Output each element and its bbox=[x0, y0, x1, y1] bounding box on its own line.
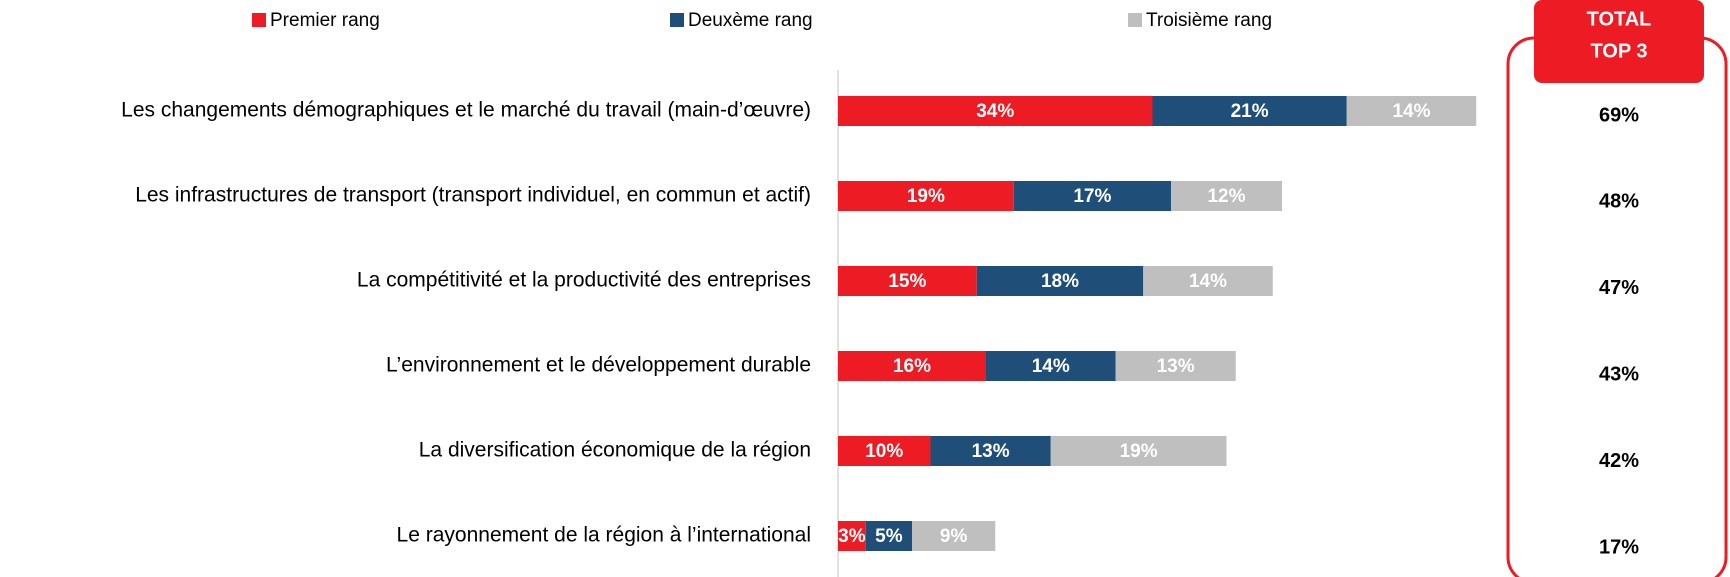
value-label: 16% bbox=[893, 356, 931, 377]
bar-segment bbox=[838, 436, 931, 466]
category-label: La diversification économique de la régi… bbox=[419, 439, 811, 462]
bar-segment bbox=[1115, 351, 1236, 381]
total-value: 43% bbox=[1599, 363, 1639, 385]
bar-segment bbox=[1050, 436, 1227, 466]
legend-swatch bbox=[1128, 13, 1142, 27]
value-label: 9% bbox=[940, 526, 968, 547]
total-title: TOTAL bbox=[1587, 8, 1652, 30]
value-label: 13% bbox=[1157, 356, 1195, 377]
legend-swatch bbox=[252, 13, 266, 27]
legend-swatch bbox=[670, 13, 684, 27]
bar-segment bbox=[838, 96, 1153, 126]
category-label: Les infrastructures de transport (transp… bbox=[135, 184, 811, 207]
value-label: 10% bbox=[865, 441, 903, 462]
bar-segment bbox=[838, 181, 1014, 211]
bar-segment bbox=[930, 436, 1051, 466]
category-label: Le rayonnement de la région à l’internat… bbox=[397, 524, 811, 547]
legend-label: Premier rang bbox=[270, 10, 380, 31]
value-label: 14% bbox=[1392, 101, 1430, 122]
total-title: TOP 3 bbox=[1590, 40, 1647, 62]
bar-segment bbox=[1013, 181, 1171, 211]
value-label: 17% bbox=[1073, 186, 1111, 207]
value-label: 5% bbox=[875, 526, 903, 547]
bar-segment bbox=[1152, 96, 1347, 126]
bar-segment bbox=[838, 351, 986, 381]
value-label: 14% bbox=[1189, 271, 1227, 292]
bar-segment bbox=[912, 521, 996, 551]
value-label: 21% bbox=[1231, 101, 1269, 122]
value-label: 34% bbox=[976, 101, 1014, 122]
value-label: 3% bbox=[838, 526, 866, 547]
total-value: 48% bbox=[1599, 191, 1639, 213]
category-label: La compétitivité et la productivité des … bbox=[357, 269, 811, 292]
total-value: 17% bbox=[1599, 536, 1639, 558]
value-label: 15% bbox=[888, 271, 926, 292]
total-header bbox=[1534, 0, 1704, 83]
legend-label: Deuxème rang bbox=[688, 10, 813, 31]
bar-segment bbox=[1143, 266, 1273, 296]
total-value: 47% bbox=[1599, 277, 1639, 299]
bar-segment bbox=[1171, 181, 1282, 211]
legend-label: Troisième rang bbox=[1146, 10, 1272, 31]
bar-segment bbox=[976, 266, 1144, 296]
bar-segment bbox=[986, 351, 1116, 381]
total-value: 42% bbox=[1599, 450, 1639, 472]
bar-segment bbox=[1346, 96, 1477, 126]
value-label: 14% bbox=[1032, 356, 1070, 377]
value-label: 19% bbox=[907, 186, 945, 207]
bar-segment bbox=[838, 521, 866, 551]
category-label: Les changements démographiques et le mar… bbox=[121, 99, 811, 122]
bar-segment bbox=[865, 521, 912, 551]
value-label: 12% bbox=[1207, 186, 1245, 207]
value-label: 19% bbox=[1120, 441, 1158, 462]
bar-segment bbox=[838, 266, 977, 296]
value-label: 13% bbox=[972, 441, 1010, 462]
total-value: 69% bbox=[1599, 104, 1639, 126]
category-label: L’environnement et le développement dura… bbox=[386, 354, 811, 377]
value-label: 18% bbox=[1041, 271, 1079, 292]
